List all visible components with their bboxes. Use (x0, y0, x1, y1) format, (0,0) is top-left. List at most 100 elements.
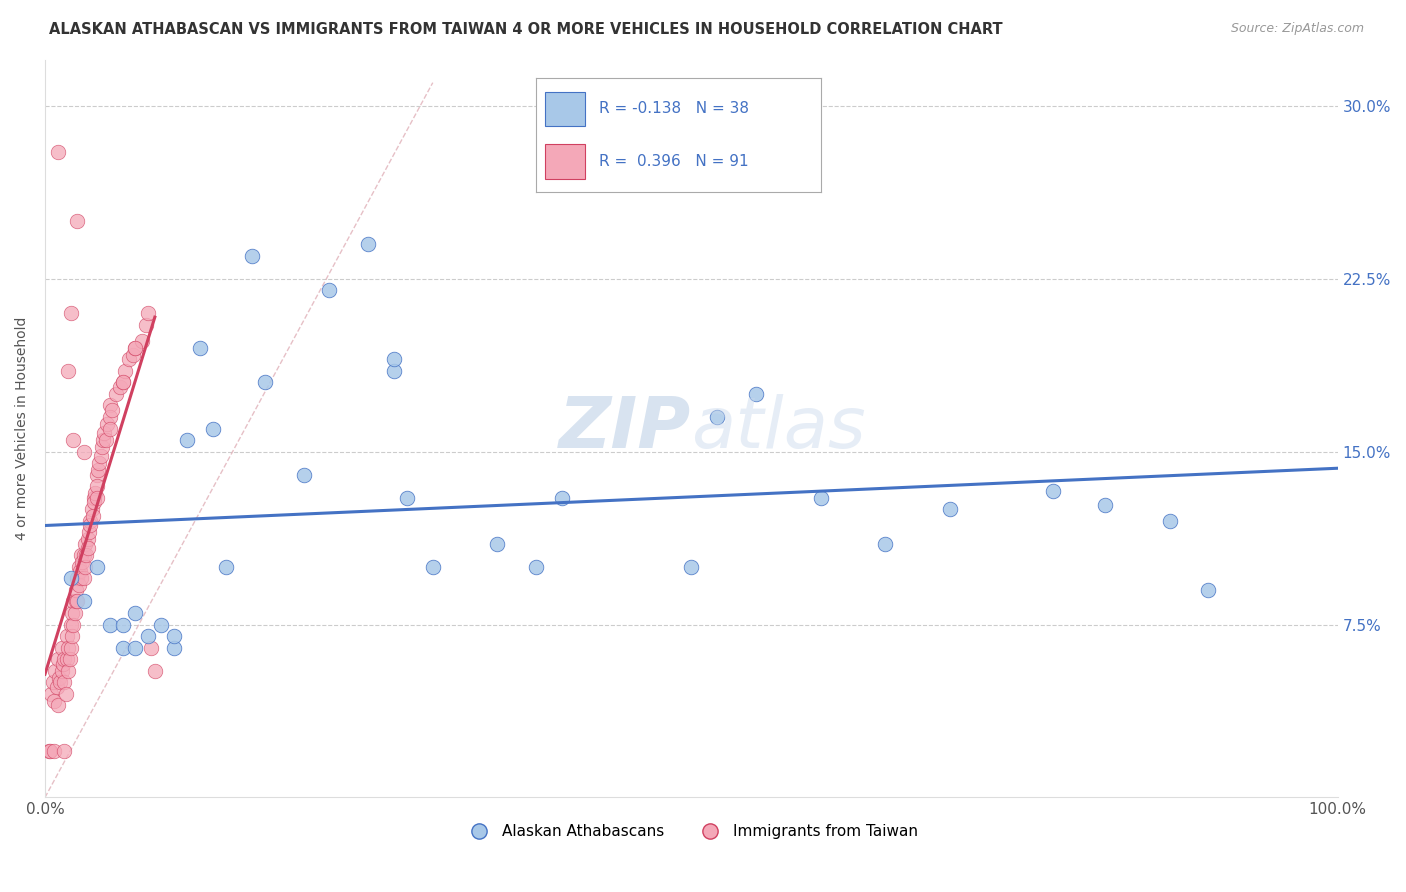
Point (42, 693, 65, 707)
Point (98, 421, 121, 435)
Point (138, 629, 160, 643)
Point (86, 467, 108, 482)
Point (59, 571, 82, 585)
Point (551, 491, 574, 505)
Point (111, 376, 134, 390)
Point (202, 421, 225, 435)
Point (745, 387, 768, 401)
Point (1094, 498, 1116, 512)
Point (62, 617, 84, 632)
Point (66, 214, 89, 228)
Text: ALASKAN ATHABASCAN VS IMMIGRANTS FROM TAIWAN 4 OR MORE VEHICLES IN HOUSEHOLD COR: ALASKAN ATHABASCAN VS IMMIGRANTS FROM TA… (49, 22, 1002, 37)
Point (73, 444, 96, 458)
Point (90, 449, 112, 463)
Legend: Alaskan Athabascans, Immigrants from Taiwan: Alaskan Athabascans, Immigrants from Tai… (458, 818, 925, 845)
Point (63, 606, 86, 620)
Point (1042, 483, 1064, 498)
Point (111, 617, 134, 632)
Point (124, 640, 146, 655)
Point (240, 249, 263, 263)
Point (72, 555, 94, 569)
Point (93, 426, 115, 441)
Point (77, 525, 100, 540)
Point (139, 640, 162, 655)
Point (131, 334, 153, 348)
Point (58, 664, 80, 678)
Point (215, 560, 238, 574)
Text: atlas: atlas (692, 394, 866, 463)
Text: Source: ZipAtlas.com: Source: ZipAtlas.com (1230, 22, 1364, 36)
Point (45, 680, 67, 694)
Point (98, 399, 121, 413)
Point (51, 664, 73, 678)
Point (86, 560, 108, 574)
Point (42, 744, 65, 758)
Point (53, 652, 76, 666)
Point (122, 348, 145, 362)
Point (46, 652, 69, 666)
Point (422, 560, 444, 574)
Point (875, 537, 897, 551)
Point (59, 640, 82, 655)
Point (108, 380, 131, 394)
Point (486, 537, 509, 551)
Point (53, 675, 76, 690)
Point (76, 532, 98, 546)
Point (94, 433, 117, 447)
Point (79, 514, 101, 528)
Point (91, 433, 114, 447)
Point (176, 433, 198, 447)
Point (73, 571, 96, 585)
Point (382, 364, 405, 378)
Point (48, 671, 70, 685)
Point (58, 640, 80, 655)
Y-axis label: 4 or more Vehicles in Household: 4 or more Vehicles in Household (15, 317, 30, 541)
Point (42, 675, 65, 690)
Point (84, 486, 107, 500)
Point (382, 352, 405, 367)
Point (1159, 514, 1181, 528)
Point (118, 352, 141, 367)
Point (67, 560, 90, 574)
Point (39, 744, 62, 758)
Point (44, 664, 66, 678)
Point (80, 502, 103, 516)
Point (56, 652, 79, 666)
Point (253, 376, 276, 390)
Point (163, 640, 186, 655)
Point (89, 456, 111, 470)
Point (124, 341, 146, 355)
Point (65, 594, 87, 608)
Point (96, 417, 118, 431)
Point (58, 652, 80, 666)
Point (86, 479, 108, 493)
Point (105, 387, 128, 401)
Point (38, 744, 60, 758)
Point (60, 606, 83, 620)
Point (69, 565, 91, 579)
Point (98, 617, 121, 632)
Point (66, 594, 89, 608)
Point (86, 491, 108, 505)
Point (1197, 582, 1219, 597)
Point (135, 318, 157, 332)
Point (62, 433, 84, 447)
Point (939, 502, 962, 516)
Point (83, 491, 105, 505)
Point (357, 237, 380, 252)
Point (101, 403, 124, 417)
Point (75, 549, 97, 563)
Point (111, 376, 134, 390)
Point (90, 440, 112, 454)
Point (681, 560, 703, 574)
Point (58, 364, 80, 378)
Point (318, 283, 340, 297)
Point (67, 578, 90, 592)
Point (114, 364, 136, 378)
Point (60, 629, 83, 643)
Point (395, 491, 418, 505)
Text: ZIP: ZIP (560, 394, 692, 463)
Point (66, 571, 89, 585)
Point (111, 640, 134, 655)
Point (79, 518, 101, 533)
